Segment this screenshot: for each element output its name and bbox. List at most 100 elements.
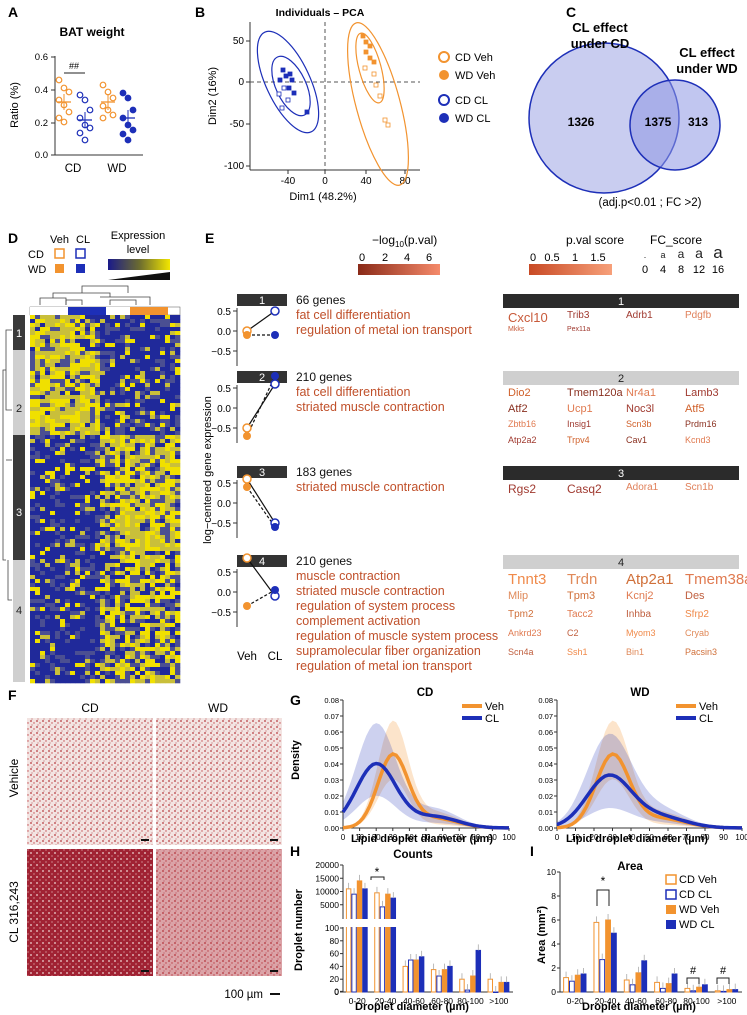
svg-text:a: a [660, 250, 665, 260]
bar-wd-veh [356, 880, 363, 993]
e-go-term: regulation of muscle system process [296, 629, 499, 643]
e-go-term: complement activation [296, 614, 421, 628]
g-xtick: 60 [664, 833, 673, 842]
c-caption: (adj.p<0.01 ; FC >2) [599, 197, 702, 209]
b-point [360, 33, 366, 39]
e-mini-ytick: −0.5 [211, 424, 231, 435]
c-both: 1375 [645, 115, 672, 129]
e-gene: Casq2 [567, 482, 602, 496]
bar-ytick: 8 [551, 891, 556, 901]
b-point [285, 97, 291, 103]
e-gene: Kcnj2 [626, 590, 654, 602]
e-pval-tick-3: 1.5 [590, 252, 605, 264]
e-cluster-num: 1 [259, 295, 265, 307]
svg-text:a: a [713, 243, 723, 262]
e-gene: Lamb3 [685, 387, 719, 399]
g-cl-band [557, 733, 742, 828]
a-dot [60, 84, 68, 92]
e-go-term: muscle contraction [296, 569, 401, 583]
d-expr-level: level [127, 244, 150, 256]
h-sig: * [375, 865, 380, 879]
b-point [371, 71, 377, 77]
bar-wd-cl [732, 989, 739, 993]
b-point [363, 49, 369, 55]
bar-wd-veh [574, 974, 581, 993]
g-xtick: 10 [571, 833, 580, 842]
b-point [279, 105, 285, 111]
e-mini-pt [242, 423, 252, 433]
bar-ytick: 10000 [315, 887, 339, 897]
g-xtick: 40 [627, 833, 636, 842]
b-xtick-3: 80 [399, 176, 411, 187]
a-sig: ## [69, 61, 79, 71]
bar-cd-veh [623, 979, 630, 993]
i-title: Area [617, 861, 643, 873]
bar-cd-cl [568, 980, 575, 993]
g-xtick: 20 [372, 833, 381, 842]
bar-ytick: 80 [330, 936, 340, 946]
e-mini-ytick: 0.0 [217, 327, 231, 338]
bar-wd-veh [726, 989, 733, 993]
bar-ytick: 20000 [315, 860, 339, 870]
svg-text:a: a [678, 247, 685, 261]
b-legend-wd-veh: WD Veh [455, 70, 495, 82]
a-dot [86, 106, 94, 114]
c-label-wd-1: CL effect [679, 45, 735, 60]
panel-a-title: BAT weight [59, 25, 124, 39]
a-dot [109, 111, 117, 119]
b-point [286, 85, 292, 91]
f-col-cd: CD [81, 701, 99, 715]
bar-wd-veh [665, 983, 672, 993]
bar-wd-cl [390, 897, 397, 993]
bar-ytick: 6 [551, 915, 556, 925]
e-gene: Sfrp2 [685, 609, 709, 620]
c-only-cd: 1326 [568, 115, 595, 129]
g-xtick: 20 [590, 833, 599, 842]
bar-ytick: 40 [330, 961, 340, 971]
panel-letter-b: B [195, 4, 205, 20]
e-gene: Adrb1 [626, 310, 653, 321]
panel-b-axes [246, 22, 420, 174]
f-image-wd-cl-tint [156, 849, 282, 976]
e-mini-ytick: 0.0 [217, 499, 231, 510]
bar-category: 40-60 [625, 996, 647, 1006]
e-fc-tick-0: 0 [642, 264, 648, 276]
e-mini-pt [270, 379, 280, 389]
e-mini-pt [243, 602, 251, 610]
e-fc-glyphs: . a a a a [644, 243, 724, 262]
e-mini-ytick: 0.0 [217, 404, 231, 415]
bar-ytick: 0 [551, 987, 556, 997]
bar-ytick: 100 [325, 923, 339, 933]
f-image-cd-vehicle [27, 718, 153, 845]
e-go-term: striated muscle contraction [296, 584, 445, 598]
e-gene: Dio2 [508, 387, 531, 399]
a-dot [129, 106, 137, 114]
e-gene: Cav1 [626, 435, 648, 445]
e-gene: Tpm2 [508, 609, 534, 620]
e-gene: Pdgfb [685, 310, 712, 321]
d-veh: Veh [50, 234, 69, 246]
d-wd: WD [28, 264, 46, 276]
bar-wd-cl [701, 984, 708, 993]
g-ytick: 0.01 [324, 808, 339, 817]
bar-cd-cl [493, 991, 499, 993]
a-group-cd: CD [65, 163, 82, 175]
panel-a-axes [51, 56, 143, 156]
g-ytick: 0.02 [538, 792, 553, 801]
g-xlabel-wd: Lipid droplet diameter (µm) [566, 833, 708, 845]
panel-letter-e: E [205, 230, 214, 246]
g-xtick: 40 [405, 833, 414, 842]
b-ytick-1: 0 [238, 77, 244, 88]
d-legend-wd-veh [55, 264, 64, 273]
g-cl-line [341, 761, 509, 830]
bar-wd-veh [385, 893, 391, 993]
bar-ytick: 15000 [315, 873, 339, 883]
e-gene: Noc3l [626, 403, 655, 415]
e-gene: Mkks [508, 326, 525, 333]
e-gene-count: 210 genes [296, 554, 353, 568]
e-gene: Rgs2 [508, 482, 537, 496]
bar-category: 40-60 [403, 996, 425, 1006]
e-go-term: striated muscle contraction [296, 480, 445, 494]
e-gene-header-bar [503, 294, 739, 308]
e-gene: Scn4a [508, 647, 534, 657]
